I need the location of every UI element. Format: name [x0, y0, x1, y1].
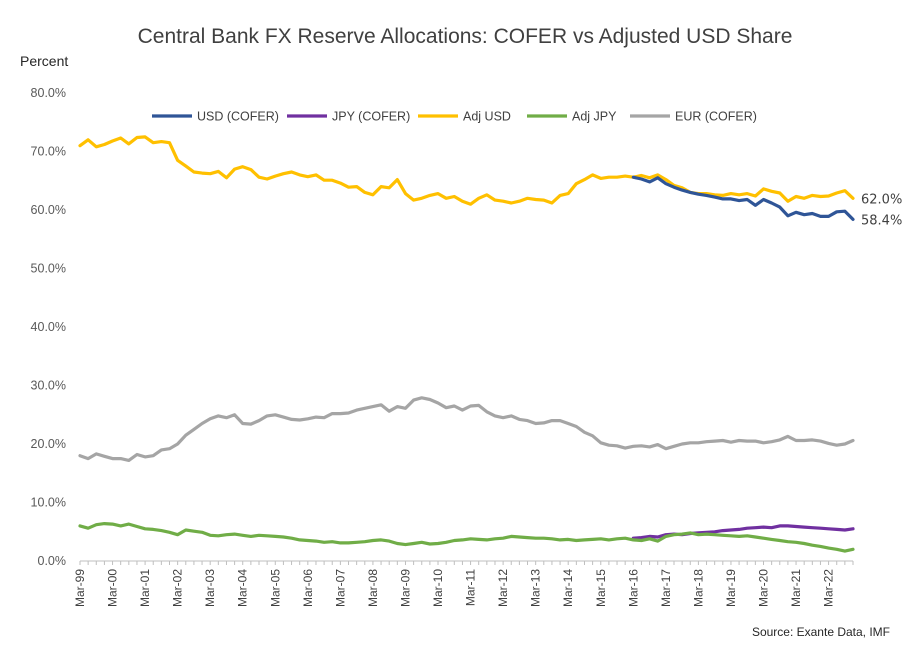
- x-tick-label: Mar-04: [236, 569, 250, 607]
- x-tick-label: Mar-07: [333, 569, 347, 607]
- series-layer: [78, 135, 855, 553]
- y-axis-label: Percent: [20, 53, 68, 69]
- x-tick-label: Mar-15: [594, 569, 608, 607]
- series-line-usd-cofer: [631, 175, 855, 221]
- legend-label: USD (COFER): [197, 110, 279, 124]
- legend: USD (COFER) JPY (COFER) Adj USD Adj JPY EUR …: [152, 110, 757, 124]
- y-tick-label: 70.0%: [31, 145, 66, 159]
- y-tick-label: 0.0%: [38, 554, 67, 568]
- x-tick-label: Mar-10: [431, 569, 445, 607]
- x-tick-label: Mar-99: [73, 569, 87, 607]
- legend-label: JPY (COFER): [332, 110, 410, 124]
- x-tick-label: Mar-09: [398, 569, 412, 607]
- x-tick-label: Mar-17: [659, 569, 673, 607]
- x-tick-label: Mar-20: [756, 569, 770, 607]
- y-tick-label: 10.0%: [31, 496, 66, 510]
- x-tick-label: Mar-12: [496, 569, 510, 607]
- x-tick-label: Mar-08: [366, 569, 380, 607]
- x-axis-ticks: Mar-99 Mar-00 Mar-01 Mar-02 Mar-03 Mar-04 Mar-…: [73, 560, 854, 607]
- x-tick-label: Mar-21: [789, 569, 803, 607]
- x-tick-label: Mar-01: [138, 569, 152, 607]
- x-tick-label: Mar-02: [171, 569, 185, 607]
- series-line-adj-usd: [78, 135, 855, 206]
- x-tick-label: Mar-18: [691, 569, 705, 607]
- x-tick-label: Mar-22: [822, 569, 836, 607]
- legend-label: Adj JPY: [572, 110, 617, 124]
- x-tick-label: Mar-13: [529, 569, 543, 607]
- x-tick-label: Mar-14: [561, 569, 575, 607]
- legend-label: EUR (COFER): [675, 110, 757, 124]
- y-tick-label: 30.0%: [31, 379, 66, 393]
- legend-label: Adj USD: [463, 110, 511, 124]
- series-line-eur-cofer: [78, 396, 855, 462]
- source-note: Source: Exante Data, IMF: [752, 625, 890, 639]
- series-line-adj-jpy: [78, 521, 855, 553]
- x-tick-label: Mar-05: [268, 569, 282, 607]
- y-tick-label: 60.0%: [31, 203, 66, 217]
- x-tick-label: Mar-16: [626, 569, 640, 607]
- chart-title: Central Bank FX Reserve Allocations: COF…: [138, 25, 793, 48]
- x-tick-label: Mar-19: [724, 569, 738, 607]
- y-axis-ticks: 0.0% 10.0% 20.0% 30.0% 40.0% 50.0% 60.0% 70.0% 8…: [31, 86, 66, 568]
- y-tick-label: 80.0%: [31, 86, 66, 100]
- x-tick-label: Mar-03: [203, 569, 217, 607]
- x-tick-label: Mar-06: [301, 569, 315, 607]
- end-labels: 62.0% 58.4%: [861, 192, 902, 228]
- x-tick-label: Mar-00: [106, 569, 120, 607]
- end-value-label: 62.0%: [861, 192, 902, 207]
- y-tick-label: 50.0%: [31, 262, 66, 276]
- y-tick-label: 40.0%: [31, 320, 66, 334]
- x-tick-label: Mar-11: [464, 569, 478, 606]
- y-tick-label: 20.0%: [31, 437, 66, 451]
- end-value-label: 58.4%: [861, 213, 902, 228]
